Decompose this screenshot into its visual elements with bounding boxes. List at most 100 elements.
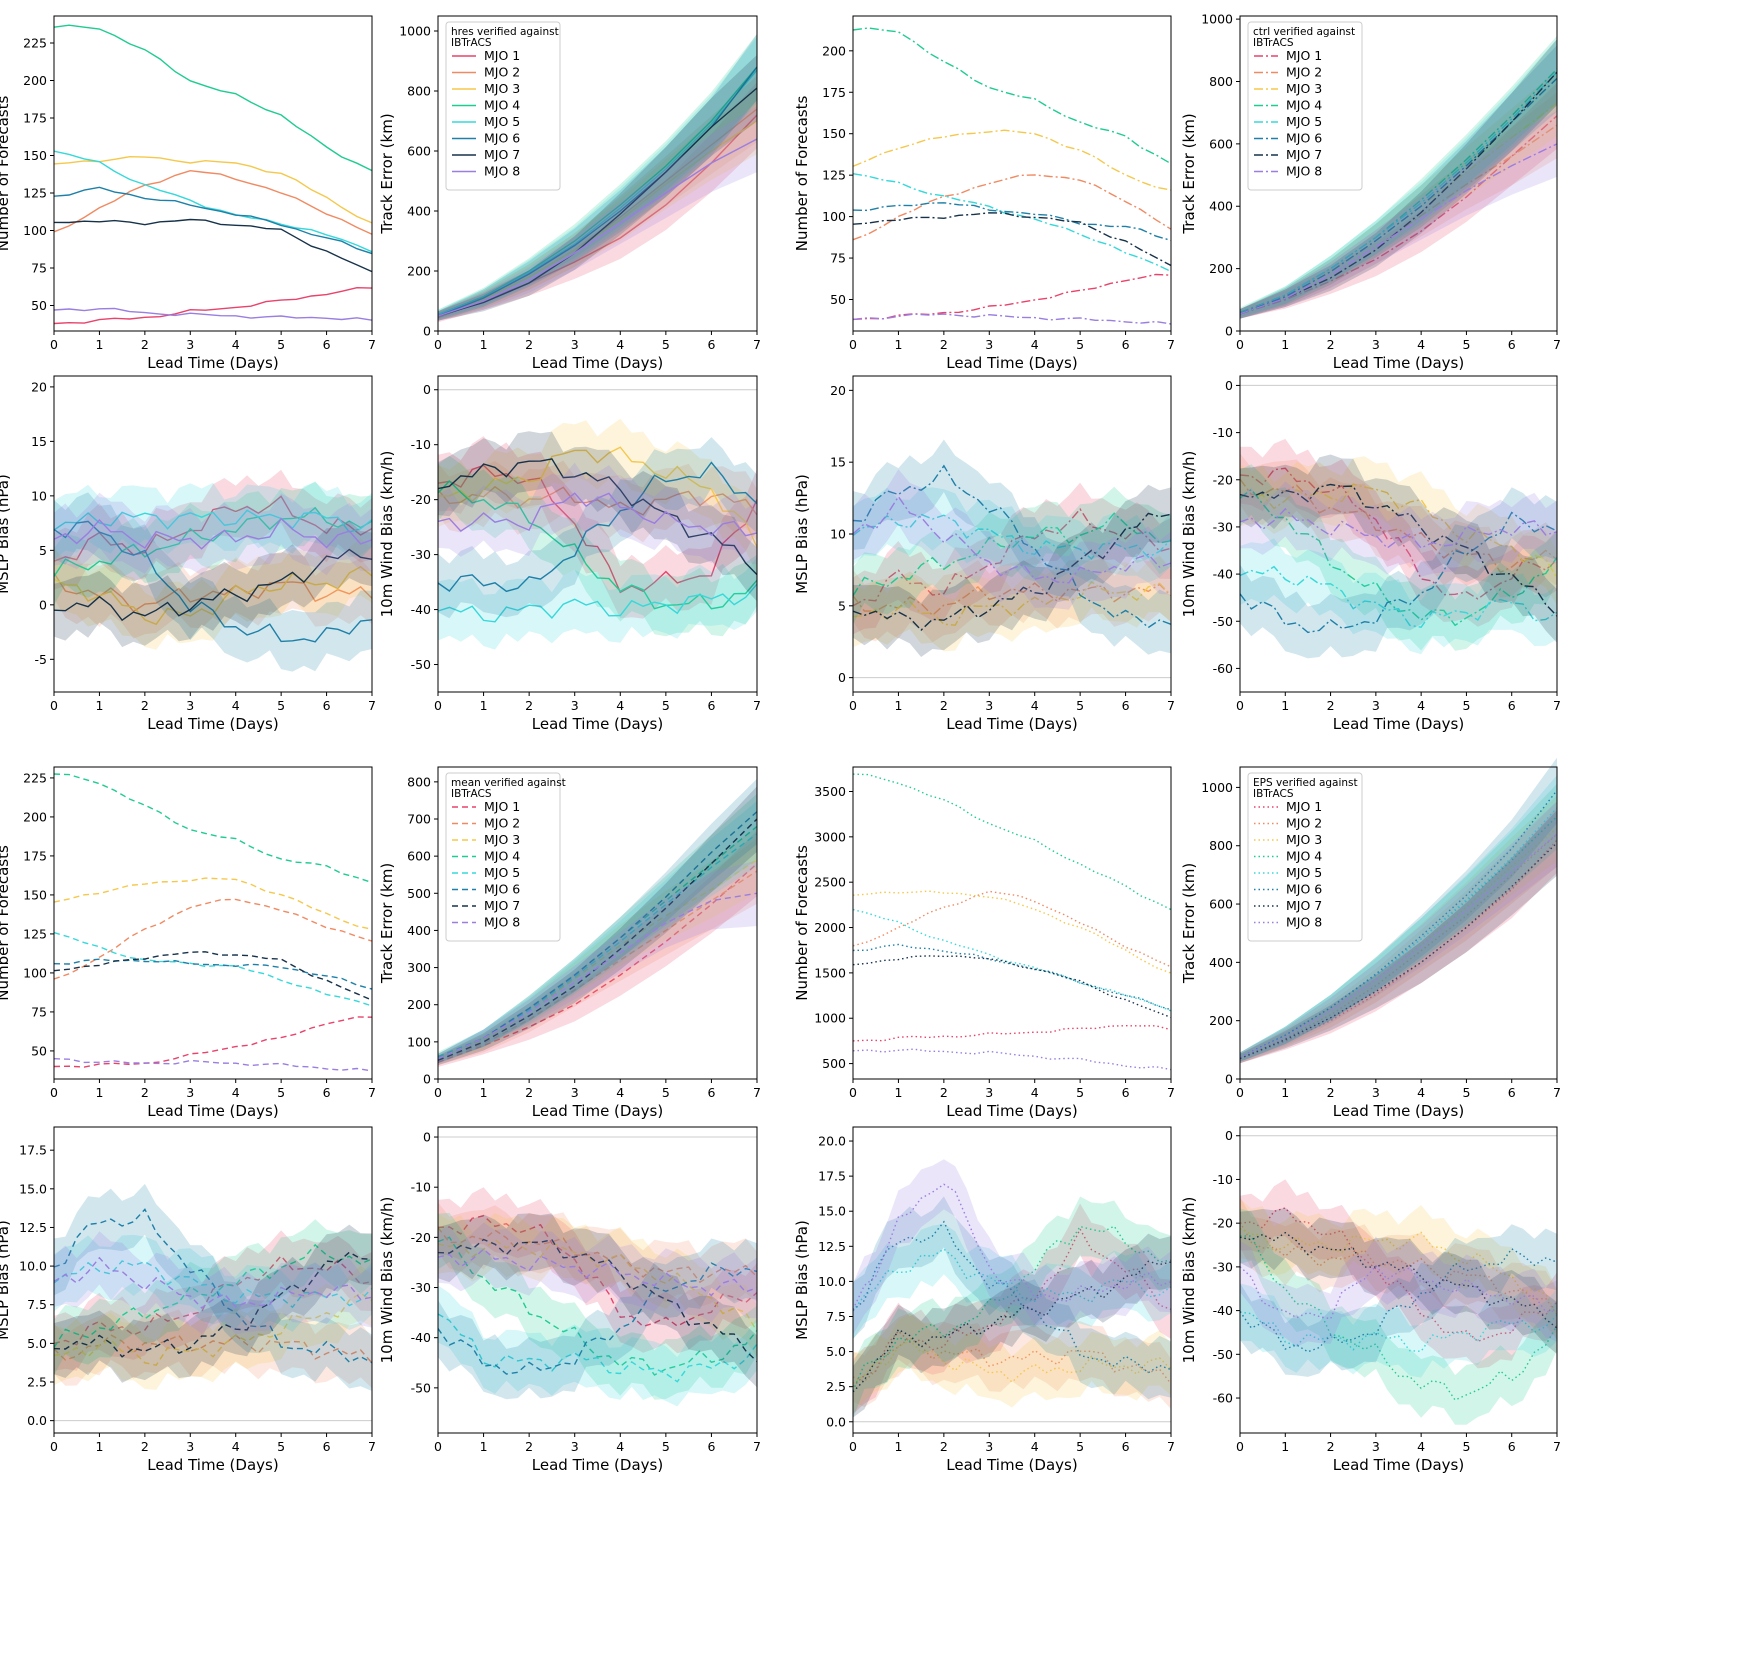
- legend-entry: MJO 5: [484, 865, 520, 880]
- y-tick-label: 7.5: [826, 1309, 846, 1324]
- y-tick-label: 150: [822, 126, 846, 141]
- y-tick-label: 200: [407, 997, 431, 1012]
- band-mjo-2: [1240, 453, 1557, 598]
- panel-mean-count: 0 1 2 3 4 5 6 7 50 75 100 125 150 175 200 225 Lead Time …: [0, 755, 386, 1127]
- x-tick-label: 2: [141, 1085, 149, 1100]
- x-tick-label: 2: [141, 698, 149, 713]
- y-tick-label: 600: [407, 849, 431, 864]
- axes-frame: [53, 1126, 373, 1434]
- x-tick-label: 0: [849, 337, 857, 352]
- panel-ctrl-mslp: 0 1 2 3 4 5 6 7 0 5 10 15 20 Lead Time (Days) MSLP Bia…: [783, 364, 1185, 740]
- series-line-mjo-7: [437, 458, 758, 576]
- series-line-mjo-2: [437, 485, 758, 516]
- y-tick-label: 100: [23, 223, 47, 238]
- band-mjo-7: [438, 431, 757, 602]
- y-tick-label: 500: [822, 1056, 846, 1071]
- x-tick-label: 5: [662, 337, 670, 352]
- axes-frame: [437, 15, 758, 332]
- legend-entry: MJO 6: [484, 131, 520, 146]
- axes-frame: [852, 766, 1172, 1080]
- y-tick-label: 0: [423, 1072, 431, 1087]
- x-tick-label: 1: [95, 1439, 103, 1454]
- plot-area: 0 1 2 3 4 5 6 7 500 1000 1500 2000 2500 3000 3500 Lead …: [793, 766, 1175, 1120]
- panel-hres-wind: 0 1 2 3 4 5 6 7 -50 -40 -30 -20 -10 0 Lead Time (Days)…: [368, 364, 771, 740]
- y-tick-label: 5.0: [27, 1336, 47, 1351]
- x-tick-label: 6: [707, 1085, 715, 1100]
- y-tick-label: 0: [423, 1130, 431, 1145]
- series-line-mjo-4: [852, 512, 1172, 597]
- x-tick-label: 7: [1553, 1085, 1561, 1100]
- panel-hres-mslp: 0 1 2 3 4 5 6 7 -5 0 5 10 15 20 Lead Time (Days) MSLP B…: [0, 364, 386, 740]
- band-mjo-7: [1240, 810, 1557, 1064]
- band-mjo-5: [438, 557, 757, 650]
- y-tick-label: -5: [35, 652, 47, 667]
- panel-EPS-mslp: 0 1 2 3 4 5 6 7 0.0 2.5 5.0 7.5 10.0 12.5 15.0 17.5 20.0…: [783, 1115, 1185, 1481]
- y-tick-label: 10: [830, 527, 846, 542]
- x-tick-label: 6: [707, 337, 715, 352]
- band-mjo-8: [1240, 110, 1557, 319]
- x-tick-label: 2: [1327, 337, 1335, 352]
- y-tick-label: 400: [407, 923, 431, 938]
- series-line-mjo-1: [1239, 467, 1558, 600]
- series-line-mjo-2: [53, 572, 373, 613]
- y-tick-label: 200: [23, 73, 47, 88]
- y-tick-label: 0: [838, 670, 846, 685]
- y-tick-label: -50: [411, 1380, 431, 1395]
- x-tick-label: 0: [50, 1085, 58, 1100]
- x-tick-label: 3: [186, 698, 194, 713]
- series-line-mjo-7: [53, 1251, 373, 1358]
- x-tick-label: 6: [323, 698, 331, 713]
- chart-svg: 0 1 2 3 4 5 6 7 -60 -50 -40 -30 -20 -10 0 Lead Time (Da…: [1180, 375, 1561, 733]
- chart-svg: 0 1 2 3 4 5 6 7 0 5 10 15 20 Lead Time (Days) MSLP Bia…: [793, 375, 1175, 733]
- x-tick-label: 1: [1281, 1439, 1289, 1454]
- x-tick-label: 5: [1076, 1439, 1084, 1454]
- x-tick-label: 3: [1372, 337, 1380, 352]
- x-tick-label: 3: [571, 698, 579, 713]
- series-line-mjo-7: [852, 512, 1172, 632]
- x-tick-label: 6: [1122, 698, 1130, 713]
- x-tick-label: 4: [616, 1085, 624, 1100]
- y-tick-label: 200: [1209, 261, 1233, 276]
- series-line-mjo-2: [53, 169, 373, 235]
- x-tick-label: 0: [50, 337, 58, 352]
- band-mjo-2: [1240, 1197, 1557, 1340]
- x-tick-label: 5: [1076, 337, 1084, 352]
- series-line-mjo-8: [437, 138, 758, 317]
- series-line-mjo-2: [1239, 833, 1558, 1060]
- panel-EPS-track: 0 1 2 3 4 5 6 7 0 200 400 600 800 1000 Lead Time (Days…: [1170, 755, 1571, 1127]
- x-tick-label: 2: [1327, 1085, 1335, 1100]
- band-mjo-2: [54, 547, 372, 639]
- band-mjo-7: [1240, 454, 1557, 643]
- x-tick-label: 0: [50, 698, 58, 713]
- x-tick-label: 2: [940, 698, 948, 713]
- series-line-mjo-7: [852, 955, 1172, 1019]
- series-line-mjo-2: [53, 1334, 373, 1364]
- x-tick-label: 6: [707, 698, 715, 713]
- y-tick-label: 800: [1209, 838, 1233, 853]
- series-line-mjo-7: [437, 87, 758, 317]
- x-tick-label: 3: [571, 337, 579, 352]
- band-mjo-2: [54, 1309, 372, 1389]
- band-mjo-2: [1240, 801, 1557, 1064]
- band-mjo-3: [438, 418, 757, 575]
- y-tick-label: -20: [1213, 472, 1233, 487]
- y-tick-label: 125: [822, 168, 846, 183]
- y-tick-label: 175: [23, 111, 47, 126]
- y-tick-label: 0: [1225, 1072, 1233, 1087]
- legend-title: IBTrACS: [451, 37, 492, 49]
- band-mjo-6: [853, 439, 1171, 655]
- series-line-mjo-8: [852, 495, 1172, 584]
- y-tick-label: 200: [822, 43, 846, 58]
- y-axis-label: Track Error (km): [1180, 113, 1198, 234]
- x-tick-label: 4: [232, 337, 240, 352]
- plot-area: 0 1 2 3 4 5 6 7 0.0 2.5 5.0 7.5 10.0 12.5 15.0 17.5 20.0…: [793, 1126, 1175, 1474]
- x-tick-label: 7: [1167, 337, 1175, 352]
- y-tick-label: 400: [407, 204, 431, 219]
- y-tick-label: -10: [411, 437, 431, 452]
- series-line-mjo-5: [53, 509, 373, 533]
- series-line-mjo-8: [53, 1256, 373, 1309]
- legend-entry: MJO 4: [484, 98, 520, 113]
- chart-svg: 0 1 2 3 4 5 6 7 0 200 400 600 800 1000 Lead Time (Days…: [1180, 757, 1561, 1120]
- y-tick-label: 20: [830, 383, 846, 398]
- series-line-mjo-2: [437, 870, 758, 1062]
